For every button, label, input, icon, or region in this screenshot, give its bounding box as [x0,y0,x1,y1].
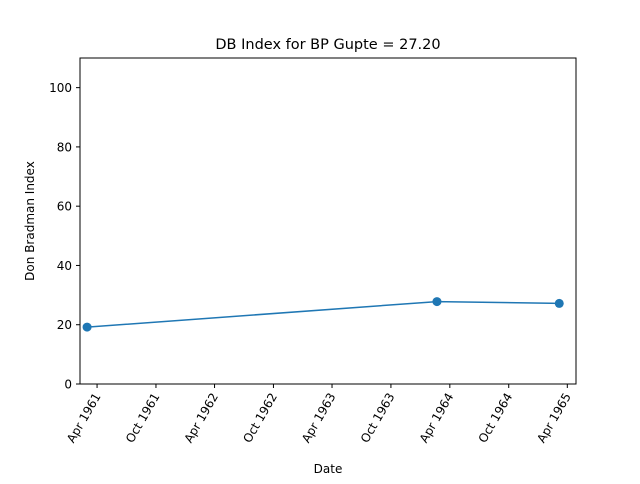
x-tick-label: Apr 1963 [299,391,339,446]
data-point [554,298,564,308]
x-axis-label: Date [314,462,343,476]
y-axis: 0 20 40 60 80 100 [49,81,80,392]
data-point [82,322,92,332]
y-axis-label: Don Bradman Index [23,161,37,281]
x-tick-label: Apr 1964 [417,391,457,446]
y-tick-label: 60 [57,200,72,214]
x-tick-label: Oct 1963 [358,391,398,446]
plot-frame [79,57,577,385]
x-tick-label: Oct 1961 [123,391,163,446]
y-tick-label: 80 [57,140,72,154]
x-tick-label: Oct 1962 [240,391,280,446]
x-tick-label: Apr 1961 [64,391,104,446]
plot-area [79,57,577,385]
x-axis: Apr 1961 Oct 1961 Apr 1962 Oct 1962 Apr 1963… [64,384,574,445]
data-point [432,297,442,307]
x-tick-label: Oct 1964 [476,391,516,446]
y-tick-label: 0 [64,378,72,392]
x-tick-label: Apr 1965 [534,391,574,446]
y-tick-label: 40 [57,259,72,273]
x-tick-label: Apr 1962 [181,391,221,446]
chart-title: DB Index for BP Gupte = 27.20 [215,37,440,53]
series-line [87,300,560,328]
y-tick-label: 20 [57,318,72,332]
y-tick-label: 100 [49,81,72,95]
